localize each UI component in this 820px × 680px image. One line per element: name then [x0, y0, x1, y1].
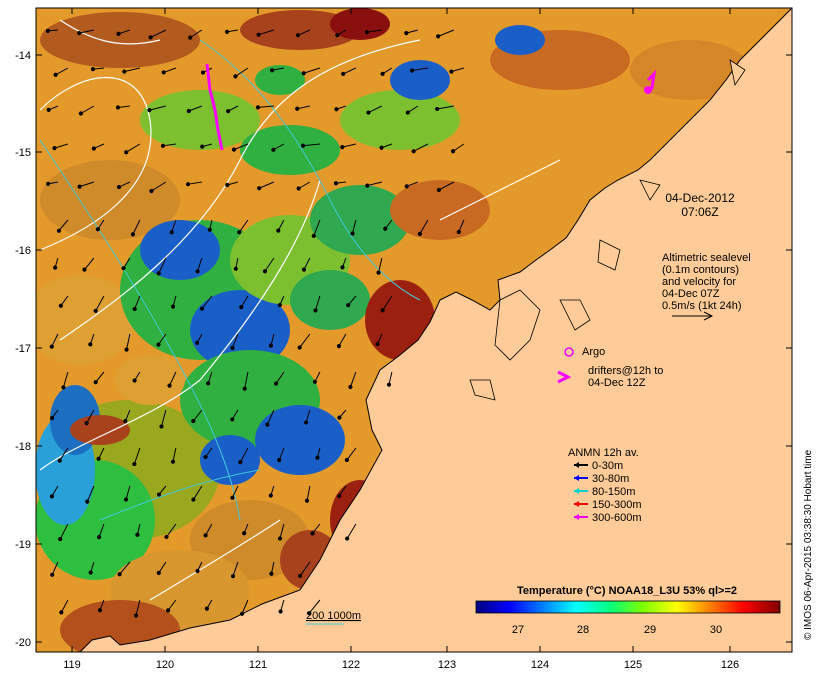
anmn-label-0-30m: 0-30m [592, 460, 623, 472]
islands [469, 59, 746, 401]
lon-tick-123: 123 [438, 659, 456, 671]
anmn-label-30-80m: 30-80m [592, 473, 629, 485]
drifters-line-1: drifters@12h to [588, 365, 663, 377]
anmn-item-0-30m: 0-30m [574, 460, 623, 472]
altimetry-line-2: (0.1m contours) [662, 264, 739, 276]
land-mass [79, 8, 792, 652]
scale-arrow-icon [672, 311, 714, 321]
lon-tick-121: 121 [249, 659, 267, 671]
lon-tick-125: 125 [624, 659, 642, 671]
lat-tick-17: -17 [15, 343, 31, 355]
anmn-item-300-600m: 300-600m [574, 512, 642, 524]
lat-tick-14: -14 [15, 50, 31, 62]
colorbar-title: Temperature (°C) NOAA18_L3U 53% ql>=2 [517, 585, 737, 597]
sst-patches [36, 8, 750, 652]
colorbar-tick-28: 28 [577, 624, 589, 636]
colorbar [475, 600, 781, 614]
colorbar-tick-27: 27 [512, 624, 524, 636]
lat-tick-15: -15 [15, 147, 31, 159]
argo-label: Argo [582, 346, 605, 358]
credit-text: © IMOS 06-Apr-2015 03:38:30 Hobart time [803, 449, 814, 640]
altimetry-line-1: Altimetric sealevel [662, 252, 751, 264]
date-line-2: 07:06Z [681, 205, 718, 219]
anmn-item-30-80m: 30-80m [574, 473, 629, 485]
lon-tick-124: 124 [531, 659, 549, 671]
altimetry-legend: Altimetric sealevel (0.1m contours) and … [662, 252, 751, 312]
drifters-line-2: 04-Dec 12Z [588, 377, 646, 389]
anmn-item-80-150m: 80-150m [574, 486, 635, 498]
lat-tick-19: -19 [15, 539, 31, 551]
anmn-legend: 0-30m 30-80m 80-150m 150-300m 300-600m [574, 460, 642, 524]
map-frame [35, 7, 793, 653]
drifter-chevron-icon [557, 370, 572, 384]
lat-tick-18: -18 [15, 441, 31, 453]
lon-tick-122: 122 [342, 659, 360, 671]
lon-tick-120: 120 [156, 659, 174, 671]
altimetry-line-3: and velocity for [662, 276, 736, 288]
sealevel-contours [39, 19, 561, 601]
altimetry-line-5: 0.5m/s (1kt 24h) [662, 300, 741, 312]
colorbar-tick-29: 29 [644, 624, 656, 636]
anmn-title: ANMN 12h av. [568, 447, 639, 459]
lat-tick-16: -16 [15, 245, 31, 257]
isobath-label: 200 1000m [306, 610, 361, 622]
lat-tick-20: -20 [15, 637, 31, 649]
velocity-arrows [45, 28, 465, 618]
date-line-1: 04-Dec-2012 [665, 191, 735, 205]
isobaths [39, 39, 421, 521]
colorbar-tick-30: 30 [710, 624, 722, 636]
axis-tick-marks [36, 8, 792, 652]
anmn-label-150-300m: 150-300m [592, 499, 642, 511]
drifter-point [644, 86, 652, 94]
anmn-item-150-300m: 150-300m [574, 499, 642, 511]
lon-tick-119: 119 [63, 659, 81, 671]
argo-marker-icon [564, 347, 574, 357]
anmn-label-80-150m: 80-150m [592, 486, 635, 498]
anmn-label-300-600m: 300-600m [592, 512, 642, 524]
altimetry-line-4: 04-Dec 07Z [662, 288, 720, 300]
lon-tick-126: 126 [721, 659, 739, 671]
